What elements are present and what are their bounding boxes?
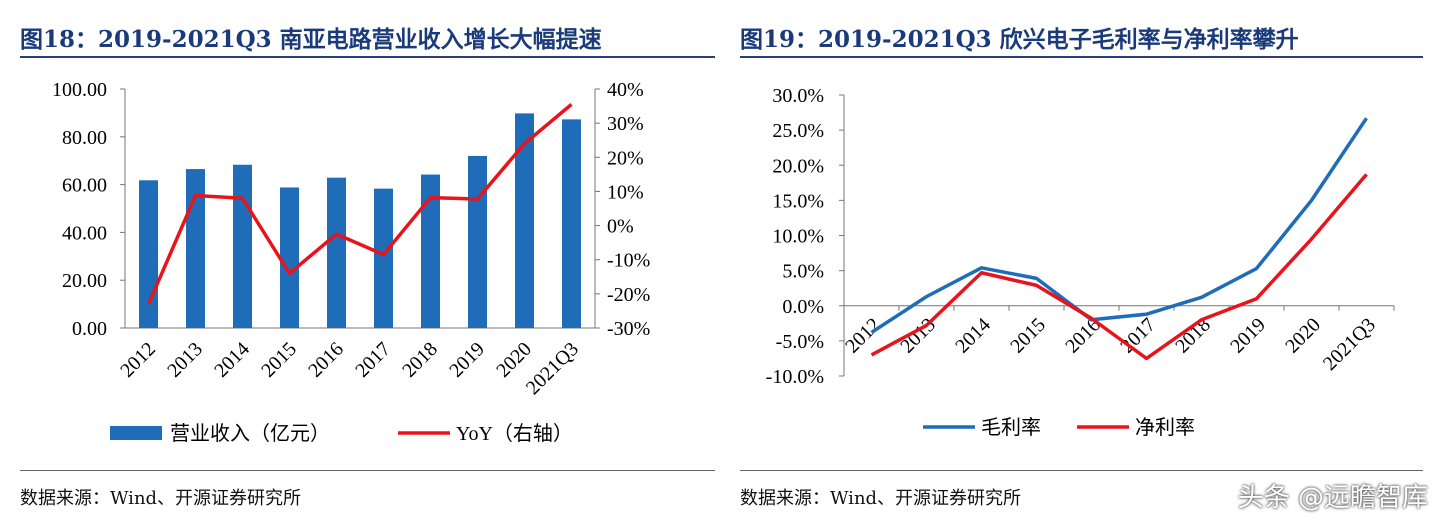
revenue-bar (468, 155, 487, 328)
left-bottom-rule (20, 470, 715, 471)
left-y-tick-label: 60.00 (62, 175, 107, 197)
right-y-tick-label: 20% (607, 147, 644, 169)
right-figure-title: 图19：2019-2021Q3 欣兴电子毛利率与净利率攀升 (740, 26, 1299, 53)
right-chart: -10.0% -5.0% 0.0% 5.0% 10.0% 15.0% 20.0% 25.0% 3… (766, 85, 1395, 439)
revenue-bar (139, 180, 158, 328)
y-tick-label: 15.0% (772, 190, 824, 212)
revenue-bar (233, 164, 252, 328)
y-tick-label: 0.0% (782, 296, 824, 318)
right-y-tick-label: 0% (607, 216, 634, 238)
left-y-tick-label: 100.00 (52, 79, 107, 101)
legend-gross-label: 毛利率 (981, 416, 1041, 439)
right-source-note: 数据来源：Wind、开源证券研究所 (740, 488, 1022, 509)
left-figure-title: 图18：2019-2021Q3 南亚电路营业收入增长大幅提速 (20, 26, 602, 53)
right-y-tick-label: -30% (607, 318, 650, 340)
legend-bar-label: 营业收入（亿元） (170, 422, 330, 445)
right-y-tick-label: -10% (607, 250, 650, 272)
y-tick-label: -10.0% (766, 366, 824, 388)
x-tick-label: 2017 (351, 338, 395, 382)
x-tick-label: 2014 (210, 338, 254, 382)
left-y-tick-label: 20.00 (62, 270, 107, 292)
x-tick-label: 2015 (257, 338, 301, 382)
legend-line-label: YoY（右轴） (456, 422, 573, 445)
x-tick-label: 2019 (1226, 314, 1270, 358)
y-tick-label: -5.0% (776, 331, 824, 353)
yoy-line (146, 103, 573, 305)
x-tick-label: 2018 (398, 338, 442, 382)
y-tick-label: 20.0% (772, 155, 824, 177)
revenue-bar (327, 177, 346, 328)
left-source-note: 数据来源：Wind、开源证券研究所 (20, 488, 302, 509)
legend-net-label: 净利率 (1135, 416, 1195, 439)
legend-bar-swatch (110, 426, 162, 440)
right-figure: 图19：2019-2021Q3 欣兴电子毛利率与净利率攀升 -10.0% -5.0… (735, 0, 1438, 522)
right-y-tick-label: 30% (607, 113, 644, 135)
watermark: 头条 @远瞻智库 (1237, 483, 1428, 513)
y-tick-label: 10.0% (772, 226, 824, 248)
x-tick-label: 2014 (951, 314, 995, 358)
right-bottom-rule (740, 470, 1423, 471)
right-y-tick-label: -20% (607, 284, 650, 306)
left-figure: 图18：2019-2021Q3 南亚电路营业收入增长大幅提速 0.00 20.00… (0, 0, 715, 522)
y-tick-label: 30.0% (772, 85, 824, 107)
right-y-tick-label: 10% (607, 181, 644, 203)
x-tick-label: 2021Q3 (522, 338, 583, 399)
right-title-rule (740, 56, 1423, 58)
x-tick-label: 2013 (163, 338, 207, 382)
x-tick-label: 2016 (304, 338, 348, 382)
revenue-bar (186, 169, 205, 328)
left-y-tick-label: 40.00 (62, 222, 107, 244)
x-tick-label: 2019 (445, 338, 489, 382)
x-tick-label: 2020 (1281, 314, 1325, 358)
y-tick-label: 5.0% (782, 261, 824, 283)
left-chart: 0.00 20.00 40.00 60.00 80.00 100.00 -30% -20% -1… (52, 79, 650, 445)
left-title-rule (20, 56, 715, 58)
left-y-tick-label: 80.00 (62, 127, 107, 149)
left-y-tick-label: 0.00 (72, 318, 107, 340)
revenue-bar (280, 187, 299, 328)
x-tick-label: 2012 (116, 338, 160, 382)
right-y-tick-label: 40% (607, 79, 644, 101)
x-tick-label: 2015 (1006, 314, 1050, 358)
revenue-bar (515, 113, 534, 329)
revenue-bar (421, 174, 440, 328)
revenue-bar (562, 119, 581, 328)
y-tick-label: 25.0% (772, 120, 824, 142)
gross-margin-line (870, 117, 1368, 334)
x-tick-label: 2021Q3 (1319, 314, 1380, 375)
revenue-bar (374, 188, 393, 328)
net-margin-line (870, 173, 1368, 361)
